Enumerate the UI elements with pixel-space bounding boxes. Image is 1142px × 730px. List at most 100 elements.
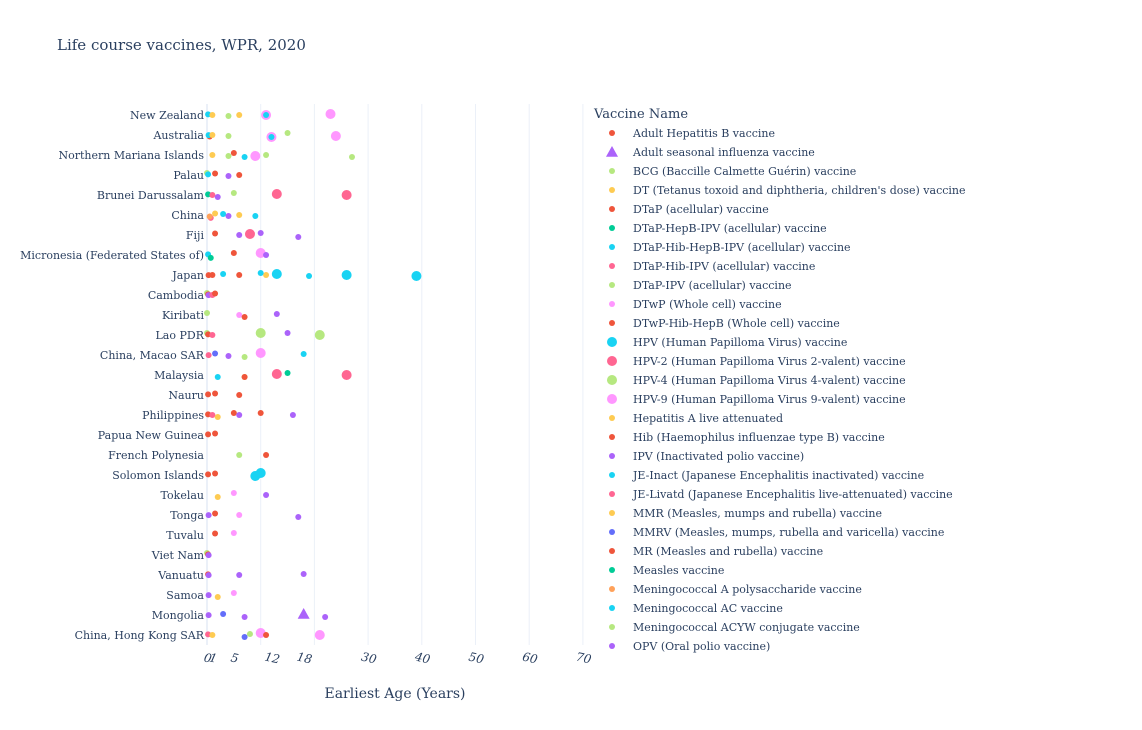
data-point [330,131,341,141]
y-tick-label: Solomon Islands [112,469,204,482]
data-point [284,330,291,336]
data-point [284,130,291,136]
data-point [220,211,227,217]
y-tick-label: Viet Nam [151,549,205,562]
legend-marker [609,187,615,193]
data-point [212,210,219,217]
y-tick-label: Tokelau [161,489,204,502]
legend-marker [609,529,615,535]
y-tick-label: Cambodia [148,289,205,302]
y-tick-label: Kiribati [162,309,205,322]
x-gridlines [206,104,584,645]
legend-label: DTaP (acellular) vaccine [633,203,769,216]
data-point [263,252,270,258]
x-tick-label: 40 [413,649,432,666]
data-point [230,250,237,256]
legend-label: Measles vaccine [633,564,724,577]
data-point [209,192,216,198]
legend-marker [607,375,617,385]
data-point [214,374,221,380]
legend-label: HPV (Human Papilloma Virus) vaccine [633,336,847,349]
legend-marker [609,586,615,592]
data-point [246,631,253,637]
data-point [214,594,221,600]
chart-title: Life course vaccines, WPR, 2020 [57,36,306,54]
data-point [230,590,237,596]
legend-label: Meningococcal A polysaccharide vaccine [633,583,862,596]
data-point [273,311,280,317]
data-point [255,468,266,478]
data-point [207,254,214,261]
legend-marker [609,434,615,440]
data-point [205,592,212,599]
legend-marker [609,301,615,307]
legend-label: DTaP-Hib-IPV (acellular) vaccine [633,260,815,273]
data-point [225,133,232,139]
data-point [250,151,261,161]
data-point [204,310,210,316]
legend-label: DT (Tetanus toxoid and diphtheria, child… [633,184,966,197]
legend-label: DTaP-IPV (acellular) vaccine [633,279,792,292]
data-point [284,370,291,376]
data-point [209,632,216,638]
data-point [297,608,310,619]
y-tick-label: New Zealand [130,109,204,122]
y-tick-label: Samoa [166,589,204,602]
legend-marker [609,320,615,326]
data-point [236,572,243,578]
data-point [341,270,352,280]
data-point [214,194,221,200]
data-point [214,414,221,420]
y-tick-label: Fiji [186,229,205,242]
legend-marker [609,491,615,497]
x-tick-label: 60 [521,650,539,667]
legend-marker [609,168,615,174]
data-point [263,272,270,278]
legend-label: JE-Livatd (Japanese Encephalitis live-at… [632,488,953,501]
legend-marker [609,453,615,459]
data-point [295,234,302,240]
data-point [236,512,243,518]
data-point [205,552,212,559]
x-tick-label: 30 [360,650,378,667]
data-point [300,571,307,577]
data-point [236,392,243,398]
y-tick-label: Malaysia [154,369,204,382]
legend-label: DTaP-HepB-IPV (acellular) vaccine [633,222,827,235]
data-point [271,269,282,279]
legend-marker [609,472,615,478]
legend-label: IPV (Inactivated polio vaccine) [633,450,804,463]
data-point [209,132,216,138]
y-tick-label: Micronesia (Federated States of) [20,249,204,262]
data-point [236,172,243,178]
data-point [314,330,325,340]
y-tick-label: French Polynesia [108,449,204,462]
data-point [244,229,255,239]
legend-marker [607,356,617,366]
data-point [241,314,248,320]
data-point [263,152,270,158]
x-axis: 01 5 12 18 30 40 50 60 70 [203,649,593,666]
x-tick-label: 1 [208,650,218,665]
legend-marker [609,225,615,231]
data-point [212,350,219,357]
data-point [236,272,243,278]
legend-label: MR (Measles and rubella) vaccine [633,545,823,558]
data-point [220,271,227,277]
data-point [225,213,232,219]
data-point [209,272,216,278]
y-tick-label: Vanuatu [157,569,204,582]
data-point [225,153,232,159]
legend-label: Hib (Haemophilus influenzae type B) vacc… [633,431,885,444]
y-tick-label: Philippines [142,409,204,422]
data-point [209,152,216,158]
data-point [205,572,212,579]
y-tick-label: Northern Mariana Islands [59,149,205,162]
data-point [241,154,248,160]
data-point [225,353,232,359]
legend-label: MMR (Measles, mumps and rubella) vaccine [633,507,882,520]
y-tick-label: Tonga [170,509,204,522]
legend: Vaccine Name Adult Hepatitis B vaccineAd… [593,107,966,653]
data-point [225,173,232,179]
